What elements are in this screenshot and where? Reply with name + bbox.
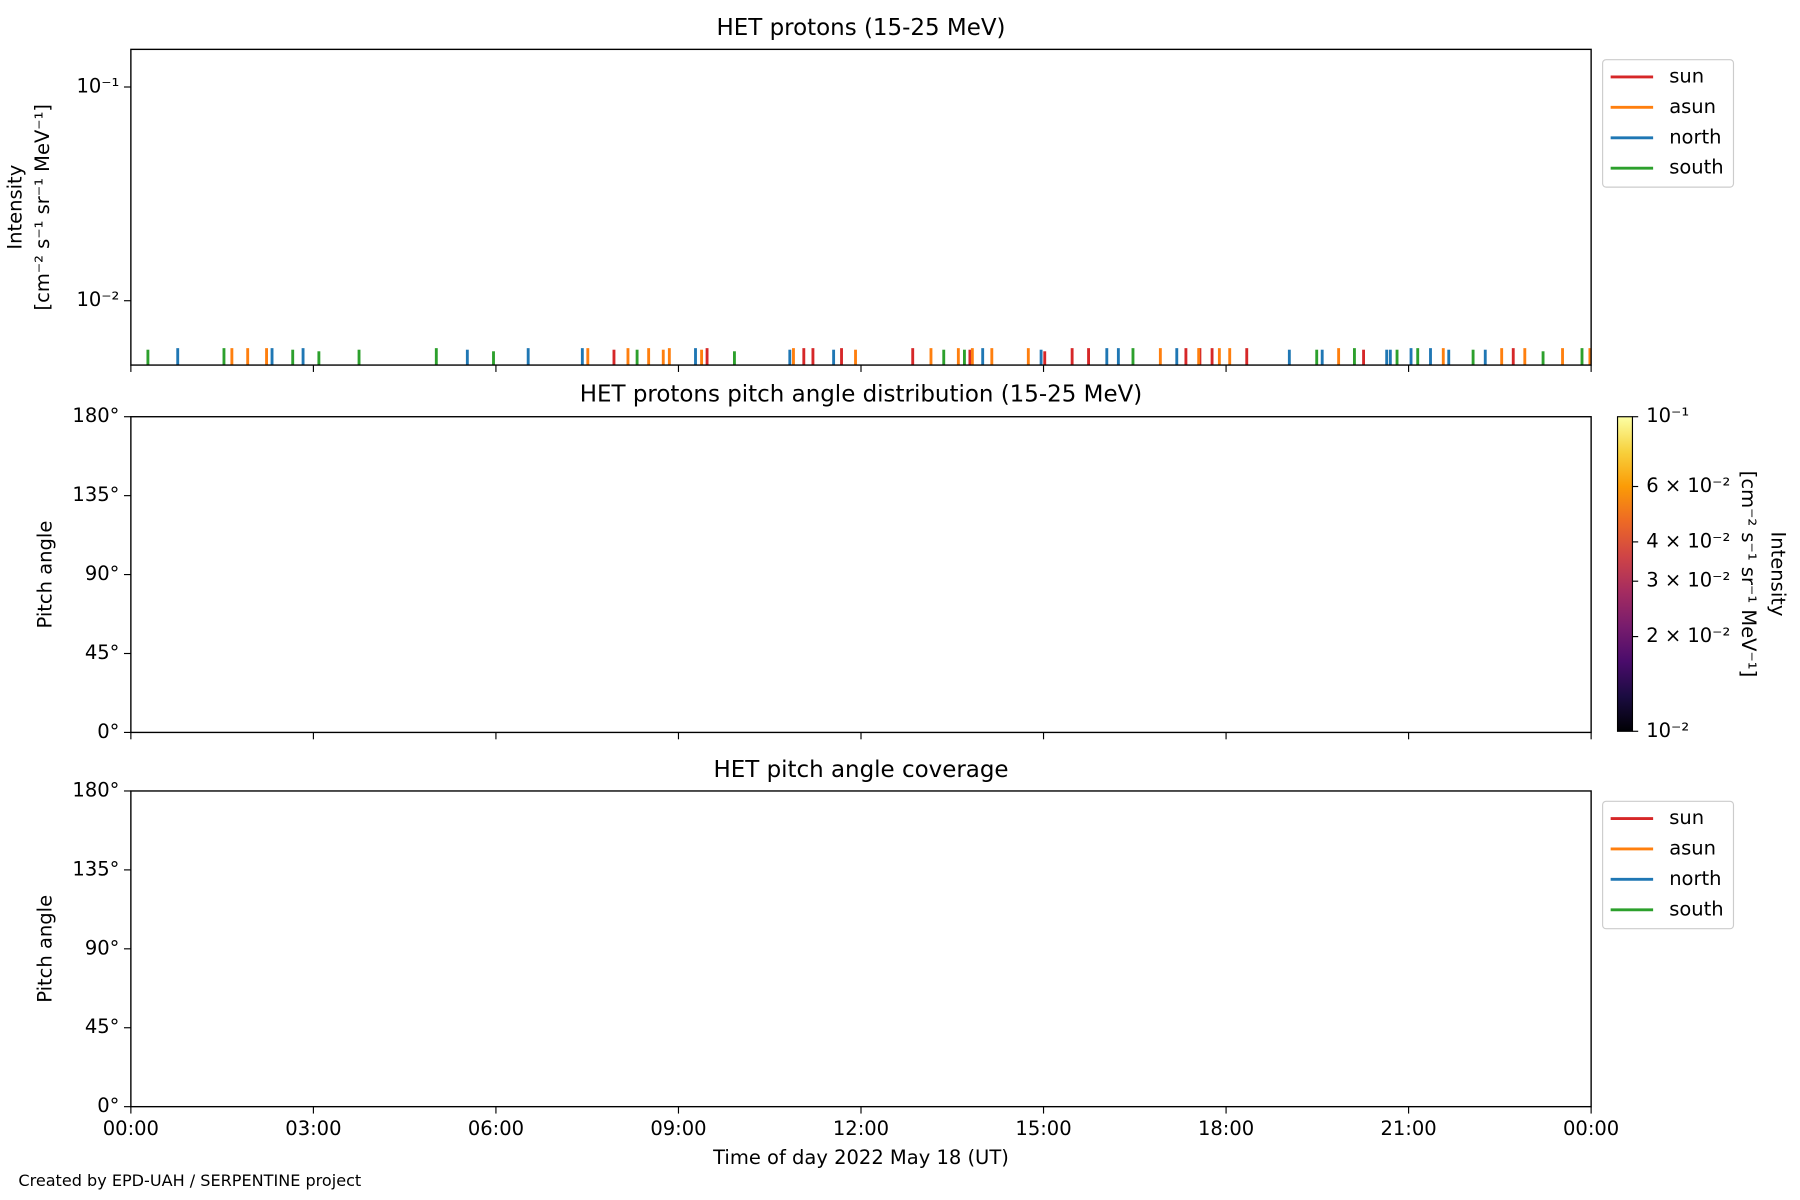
colorbar-label: [cm⁻² s⁻¹ sr⁻¹ MeV⁻¹] xyxy=(1737,471,1760,677)
colorbar-tick-label: 10⁻¹ xyxy=(1646,404,1689,427)
colorbar-tick-label: 6 × 10⁻² xyxy=(1646,474,1730,497)
colorbar-tick-label: 3 × 10⁻² xyxy=(1646,569,1730,592)
x-axis-label: Time of day 2022 May 18 (UT) xyxy=(712,1146,1009,1169)
axes-frame xyxy=(130,416,1592,734)
colorbar-tick-label: 10⁻² xyxy=(1646,719,1689,742)
legend-box xyxy=(1602,800,1735,930)
legend-label: sun xyxy=(1669,806,1704,829)
y-tick-label: 45° xyxy=(85,1015,120,1038)
legend-label: sun xyxy=(1669,64,1704,87)
y-tick-label: 180° xyxy=(72,778,119,801)
legend-label: south xyxy=(1669,156,1723,179)
x-tick-label: 00:00 xyxy=(103,1117,159,1140)
y-tick-label: 10⁻¹ xyxy=(76,74,119,97)
x-tick-label: 00:00 xyxy=(1563,1117,1619,1140)
legend-label: asun xyxy=(1669,95,1716,118)
y-axis-label: [cm⁻² s⁻¹ sr⁻¹ MeV⁻¹] xyxy=(31,104,54,310)
y-axis-label: Pitch angle xyxy=(33,895,56,1003)
x-tick-label: 09:00 xyxy=(650,1117,706,1140)
axes-frame xyxy=(130,48,1592,366)
legend-box xyxy=(1602,59,1735,188)
colorbar xyxy=(1616,416,1634,732)
x-tick-label: 15:00 xyxy=(1015,1117,1071,1140)
y-axis-label: Pitch angle xyxy=(33,521,56,629)
colorbar-tick-label: 2 × 10⁻² xyxy=(1646,624,1730,647)
y-tick-label: 90° xyxy=(85,936,120,959)
y-tick-label: 90° xyxy=(85,562,120,585)
y-tick-label: 135° xyxy=(72,857,119,880)
y-tick-label: 0° xyxy=(97,1094,119,1117)
colorbar-tick-label: 4 × 10⁻² xyxy=(1646,529,1730,552)
x-tick-label: 06:00 xyxy=(468,1117,524,1140)
y-tick-label: 180° xyxy=(72,404,119,427)
legend-label: north xyxy=(1669,125,1721,148)
footer: Created by EPD-UAH / SERPENTINE project xyxy=(18,1171,361,1190)
panel-title: HET pitch angle coverage xyxy=(713,757,1008,783)
y-tick-label: 135° xyxy=(72,483,119,506)
legend-label: south xyxy=(1669,897,1723,920)
figure-body: Created by EPD-UAH / SERPENTINE project … xyxy=(4,15,1790,1190)
panel-title: HET protons pitch angle distribution (15… xyxy=(580,381,1143,407)
y-axis-label: Intensity xyxy=(4,165,27,250)
x-tick-label: 18:00 xyxy=(1198,1117,1254,1140)
panel-title: HET protons (15-25 MeV) xyxy=(717,15,1006,41)
x-tick-label: 21:00 xyxy=(1380,1117,1436,1140)
legend-label: north xyxy=(1669,867,1721,890)
y-tick-label: 0° xyxy=(97,720,119,743)
legend-label: asun xyxy=(1669,836,1716,859)
axes-frame xyxy=(130,790,1592,1108)
colorbar-label: Intensity xyxy=(1767,532,1790,617)
y-tick-label: 45° xyxy=(85,641,120,664)
y-tick-label: 10⁻² xyxy=(76,288,119,311)
x-tick-label: 12:00 xyxy=(833,1117,889,1140)
x-tick-label: 03:00 xyxy=(285,1117,341,1140)
